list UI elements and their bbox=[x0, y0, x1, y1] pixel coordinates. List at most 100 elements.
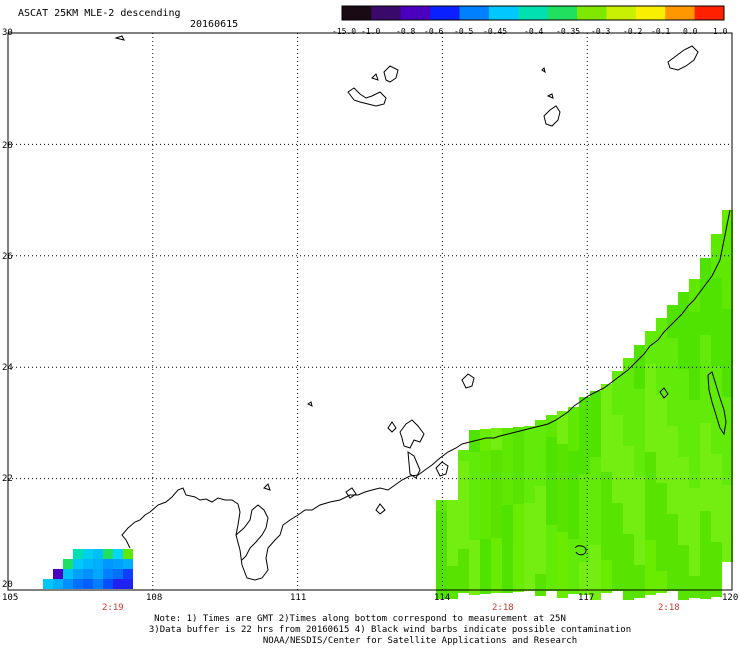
wind-data-pixel bbox=[678, 314, 689, 325]
wind-data-pixel bbox=[711, 575, 722, 586]
wind-data-pixel bbox=[612, 393, 623, 404]
wind-data-pixel bbox=[678, 567, 689, 578]
colorbar-swatch bbox=[606, 6, 637, 20]
wind-data-pixel bbox=[612, 404, 623, 415]
wind-data-pixel bbox=[689, 433, 700, 444]
wind-data-pixel bbox=[579, 474, 590, 485]
wind-data-pixel bbox=[546, 580, 557, 591]
wind-data-pixel bbox=[480, 462, 491, 473]
wind-data-pixel bbox=[711, 498, 722, 509]
wind-data-pixel bbox=[590, 435, 601, 446]
wind-data-pixel bbox=[645, 408, 656, 419]
wind-data-pixel bbox=[601, 417, 612, 428]
wind-data-pixel bbox=[656, 340, 667, 351]
wind-data-pixel bbox=[557, 422, 568, 433]
wind-data-pixel bbox=[711, 388, 722, 399]
wind-data-pixel bbox=[700, 291, 711, 302]
wind-data-pixel bbox=[535, 563, 546, 574]
wind-data-pixel bbox=[722, 518, 733, 529]
wind-data-pixel bbox=[667, 426, 678, 437]
wind-data-pixel bbox=[469, 551, 480, 562]
wind-data-pixel bbox=[612, 481, 623, 492]
wind-data-pixel bbox=[722, 254, 733, 265]
wind-data-pixel bbox=[480, 572, 491, 583]
wind-data-pixel bbox=[491, 549, 502, 560]
wind-data-pixel bbox=[436, 566, 447, 577]
wind-data-pixel bbox=[612, 503, 623, 514]
wind-data-pixel bbox=[645, 463, 656, 474]
lon-label: 108 bbox=[146, 593, 163, 603]
wind-data-pixel bbox=[546, 415, 557, 426]
wind-data-pixel bbox=[689, 587, 700, 598]
wind-data-pixel bbox=[579, 551, 590, 562]
wind-data-pixel bbox=[667, 525, 678, 536]
wind-data-pixel bbox=[601, 406, 612, 417]
wind-data-pixel bbox=[711, 465, 722, 476]
wind-data-pixel bbox=[491, 483, 502, 494]
wind-data-pixel bbox=[700, 533, 711, 544]
wind-data-pixel bbox=[656, 560, 667, 571]
colorbar-swatch bbox=[547, 6, 578, 20]
wind-data-pixel bbox=[469, 507, 480, 518]
colorbar bbox=[341, 5, 725, 21]
wind-data-pixel bbox=[711, 289, 722, 300]
wind-data-pixel bbox=[645, 474, 656, 485]
wind-data-pixel bbox=[656, 494, 667, 505]
wind-data-pixel bbox=[103, 559, 113, 569]
wind-data-pixel bbox=[689, 389, 700, 400]
wind-data-pixel bbox=[579, 430, 590, 441]
wind-data-pixel bbox=[579, 507, 590, 518]
wind-data-pixel bbox=[513, 537, 524, 548]
wind-data-pixel bbox=[535, 552, 546, 563]
wind-data-pixel bbox=[113, 579, 123, 589]
wind-data-pixel bbox=[447, 588, 458, 599]
wind-data-pixel bbox=[667, 382, 678, 393]
wind-data-pixel bbox=[535, 519, 546, 530]
wind-data-pixel bbox=[83, 569, 93, 579]
wind-data-pixel bbox=[601, 516, 612, 527]
wind-data-pixel bbox=[722, 364, 733, 375]
wind-data-pixel bbox=[711, 256, 722, 267]
wind-data-pixel bbox=[623, 402, 634, 413]
wind-data-pixel bbox=[678, 303, 689, 314]
wind-data-pixel bbox=[590, 479, 601, 490]
colorbar-swatch bbox=[430, 6, 461, 20]
wind-data-pixel bbox=[700, 467, 711, 478]
product-title: ASCAT 25KM MLE-2 descending bbox=[18, 8, 181, 19]
wind-data-pixel bbox=[524, 426, 535, 437]
wind-data-pixel bbox=[535, 453, 546, 464]
wind-data-pixel bbox=[601, 384, 612, 395]
wind-data-pixel bbox=[568, 429, 579, 440]
wind-data-pixel bbox=[700, 324, 711, 335]
wind-data-pixel bbox=[711, 366, 722, 377]
wind-data-pixel bbox=[568, 495, 579, 506]
wind-data-pixel bbox=[458, 483, 469, 494]
wind-data-pixel bbox=[711, 476, 722, 487]
wind-data-pixel bbox=[711, 520, 722, 531]
wind-data-pixel bbox=[53, 579, 63, 589]
wind-data-pixel bbox=[711, 245, 722, 256]
wind-data-pixel bbox=[535, 442, 546, 453]
wind-data-pixel bbox=[667, 349, 678, 360]
wind-data-pixel bbox=[579, 485, 590, 496]
wind-data-pixel bbox=[667, 514, 678, 525]
wind-data-pixel bbox=[113, 569, 123, 579]
wind-data-pixel bbox=[689, 312, 700, 323]
wind-data-pixel bbox=[700, 566, 711, 577]
wind-data-pixel bbox=[722, 496, 733, 507]
wind-data-pixel bbox=[601, 571, 612, 582]
wind-data-pixel bbox=[513, 449, 524, 460]
wind-data-pixel bbox=[722, 243, 733, 254]
wind-data-pixel bbox=[667, 316, 678, 327]
wind-data-pixel bbox=[700, 577, 711, 588]
wind-data-pixel bbox=[678, 589, 689, 600]
wind-data-pixel bbox=[722, 287, 733, 298]
wind-data-pixel bbox=[678, 424, 689, 435]
wind-data-pixel bbox=[601, 494, 612, 505]
wind-data-pixel bbox=[579, 419, 590, 430]
wind-data-pixel bbox=[689, 334, 700, 345]
wind-data-pixel bbox=[645, 331, 656, 342]
wind-data-pixel bbox=[722, 463, 733, 474]
wind-data-pixel bbox=[722, 232, 733, 243]
wind-data-pixel bbox=[612, 580, 623, 591]
